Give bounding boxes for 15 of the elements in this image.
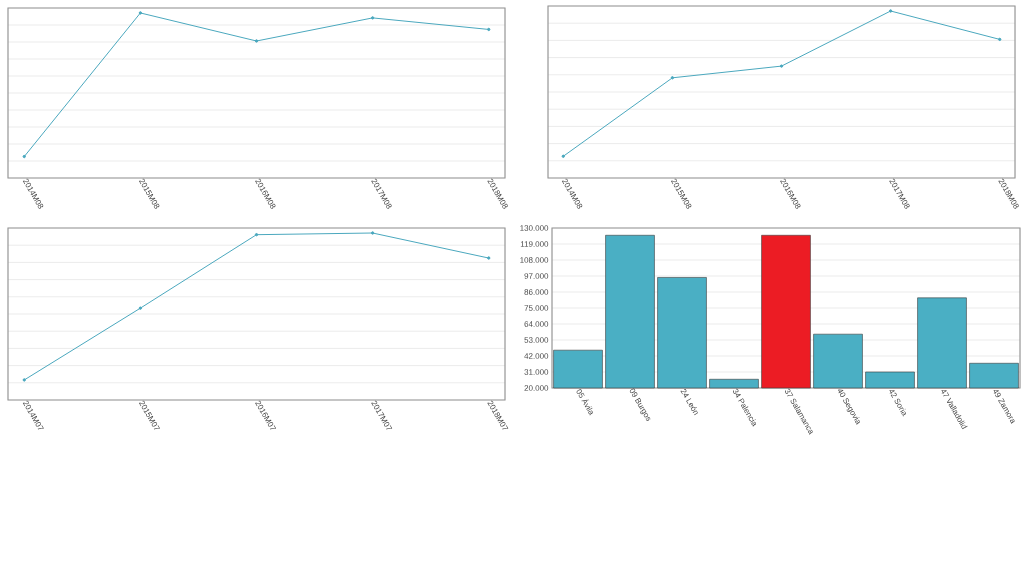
point — [888, 9, 893, 13]
point — [487, 256, 491, 260]
point — [22, 154, 26, 159]
point — [370, 231, 375, 235]
point — [254, 232, 259, 237]
point — [22, 378, 26, 382]
point — [138, 306, 143, 310]
point — [487, 27, 491, 32]
point — [254, 39, 259, 43]
point — [670, 76, 675, 80]
point — [138, 11, 143, 15]
point — [370, 16, 375, 20]
point — [779, 64, 784, 68]
point — [561, 154, 565, 158]
point — [998, 37, 1002, 42]
